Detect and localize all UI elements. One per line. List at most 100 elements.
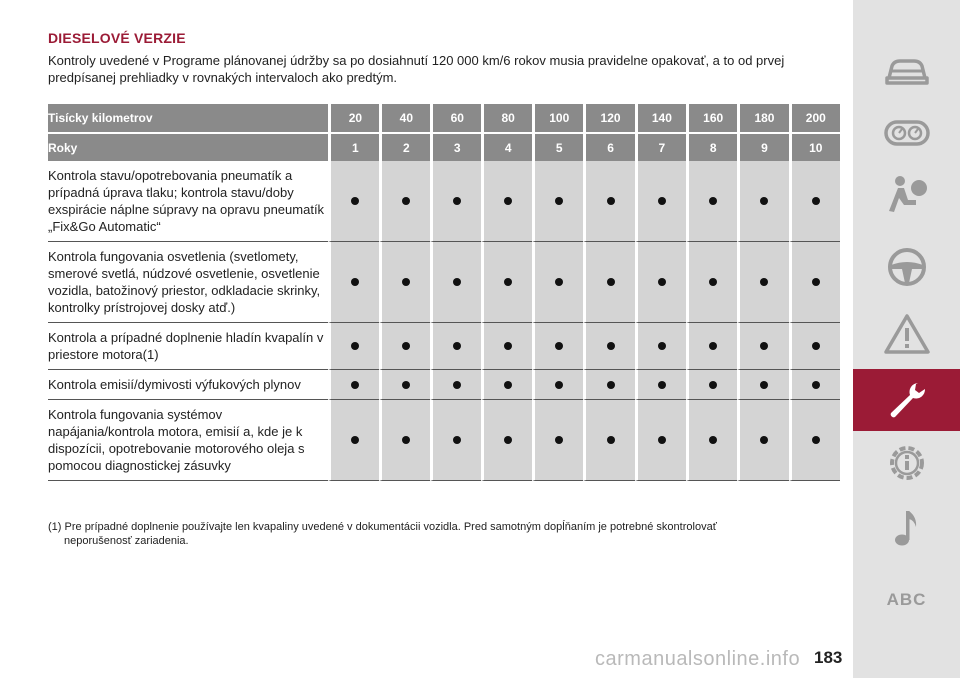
check-dot xyxy=(504,380,513,389)
check-dot xyxy=(657,436,666,444)
check-dot xyxy=(453,436,462,444)
schedule-cell xyxy=(328,370,380,400)
sidebar-item-car[interactable] xyxy=(853,40,960,102)
footnote: (1) Pre prípadné doplnenie používajte le… xyxy=(48,520,838,548)
years-header-cell: 2 xyxy=(379,132,431,161)
check-dot xyxy=(504,197,513,205)
row-label: Kontrola fungovania systémov napájania/k… xyxy=(48,400,329,481)
check-dot xyxy=(504,436,513,444)
schedule-cell xyxy=(379,242,431,323)
check-dot xyxy=(811,380,820,389)
row-label: Kontrola a prípadné doplnenie hladín kva… xyxy=(48,323,329,370)
schedule-cell xyxy=(788,161,840,242)
check-dot xyxy=(453,380,462,389)
schedule-cell xyxy=(430,370,482,400)
footnote-line1: Pre prípadné doplnenie používajte len kv… xyxy=(64,521,717,533)
km-header-cell: 180 xyxy=(737,104,789,132)
wrench-icon xyxy=(890,383,925,418)
sidebar-item-warnings[interactable] xyxy=(853,303,960,365)
music-note-icon xyxy=(894,511,916,546)
sidebar-item-dashboard[interactable] xyxy=(853,102,960,164)
schedule-cell xyxy=(788,323,840,370)
schedule-cell xyxy=(379,400,431,481)
schedule-cell xyxy=(481,400,533,481)
check-dot xyxy=(709,342,718,350)
schedule-cell xyxy=(328,400,380,481)
dashboard-icon xyxy=(883,120,930,146)
section-title: DIESELOVÉ VERZIE xyxy=(48,30,186,46)
sidebar-item-index[interactable]: ABC xyxy=(853,569,960,631)
schedule-cell xyxy=(583,400,635,481)
km-header-row: Tisícky kilometrov 20 40 60 80 100 120 1… xyxy=(48,104,840,132)
check-dot xyxy=(657,380,666,389)
check-dot xyxy=(555,380,564,389)
years-header-row: Roky 1 2 3 4 5 6 7 8 9 10 xyxy=(48,132,840,161)
check-dot xyxy=(657,278,666,286)
schedule-cell xyxy=(788,400,840,481)
check-dot xyxy=(709,436,718,444)
years-header-cell: 9 xyxy=(737,132,789,161)
check-dot xyxy=(811,197,820,205)
schedule-cell xyxy=(328,242,380,323)
schedule-cell xyxy=(686,370,738,400)
check-dot xyxy=(351,197,360,205)
check-dot xyxy=(811,278,820,286)
sidebar: ABC xyxy=(853,0,960,678)
row-label: Kontrola fungovania osvetlenia (svetlome… xyxy=(48,242,329,323)
schedule-cell xyxy=(686,400,738,481)
check-dot xyxy=(402,436,411,444)
years-header-cell: 5 xyxy=(532,132,584,161)
schedule-cell xyxy=(788,370,840,400)
check-dot xyxy=(709,380,718,389)
check-dot xyxy=(351,342,360,350)
km-header-label: Tisícky kilometrov xyxy=(48,104,329,132)
check-dot xyxy=(453,342,462,350)
maintenance-table: Tisícky kilometrov 20 40 60 80 100 120 1… xyxy=(48,104,840,481)
check-dot xyxy=(351,436,360,444)
check-dot xyxy=(760,380,769,389)
check-dot xyxy=(555,197,564,205)
check-dot xyxy=(402,197,411,205)
check-dot xyxy=(606,278,615,286)
intro-paragraph: Kontroly uvedené v Programe plánovanej ú… xyxy=(48,53,785,85)
schedule-cell xyxy=(583,323,635,370)
schedule-cell xyxy=(481,370,533,400)
sidebar-item-multimedia[interactable] xyxy=(853,497,960,559)
schedule-cell xyxy=(583,161,635,242)
page-number: 183 xyxy=(814,648,843,667)
row-label: Kontrola emisií/dymivosti výfukových ply… xyxy=(48,370,329,400)
km-header-cell: 120 xyxy=(583,104,635,132)
schedule-cell xyxy=(583,242,635,323)
check-dot xyxy=(453,278,462,286)
airbag-icon xyxy=(888,176,927,212)
km-header-cell: 140 xyxy=(634,104,687,132)
km-header-cell: 160 xyxy=(686,104,738,132)
check-dot xyxy=(760,278,769,286)
check-dot xyxy=(606,436,615,444)
sidebar-item-safety[interactable] xyxy=(853,164,960,226)
check-dot xyxy=(351,278,360,286)
schedule-cell xyxy=(737,323,789,370)
schedule-cell xyxy=(686,242,738,323)
check-dot xyxy=(504,342,513,350)
schedule-cell xyxy=(737,161,789,242)
steering-wheel-icon xyxy=(887,248,926,286)
schedule-cell xyxy=(532,400,584,481)
schedule-cell xyxy=(737,242,789,323)
check-dot xyxy=(606,342,615,350)
check-dot xyxy=(402,342,411,350)
years-header-cell: 4 xyxy=(481,132,533,161)
schedule-cell xyxy=(430,323,482,370)
sidebar-item-maintenance[interactable] xyxy=(853,369,960,431)
years-header-cell: 1 xyxy=(328,132,380,161)
check-dot xyxy=(709,278,718,286)
schedule-cell xyxy=(481,323,533,370)
years-header-cell: 3 xyxy=(430,132,482,161)
sidebar-item-driving[interactable] xyxy=(853,236,960,298)
sidebar-item-technical-data[interactable] xyxy=(853,432,960,494)
check-dot xyxy=(351,380,360,389)
schedule-cell xyxy=(634,242,687,323)
schedule-cell xyxy=(634,323,687,370)
schedule-cell xyxy=(634,370,687,400)
check-dot xyxy=(811,342,820,350)
